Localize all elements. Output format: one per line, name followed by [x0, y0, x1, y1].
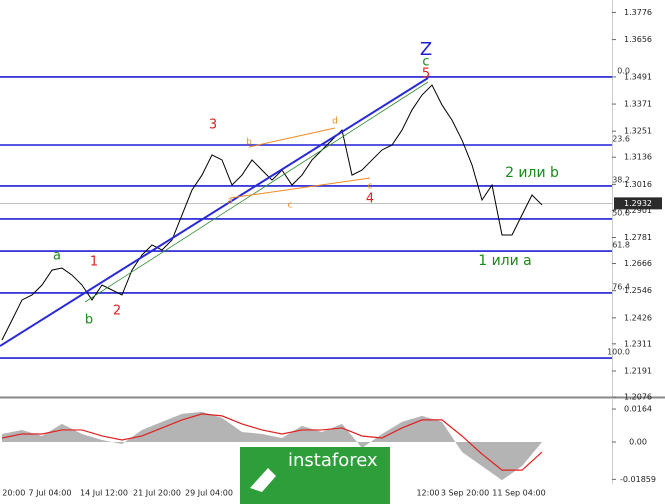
wave-label: c	[368, 182, 373, 192]
osc-histogram	[2, 411, 542, 481]
trend-line	[0, 77, 429, 347]
y-tick-label: 1.3016	[624, 180, 652, 189]
y-tick-label: 1.3136	[624, 153, 652, 162]
fib-label: 50.0	[612, 208, 630, 217]
wave-label: 2 или b	[505, 165, 559, 181]
y-tick-label: 1.2076	[624, 393, 652, 402]
fib-label: 61.8	[612, 241, 630, 250]
x-tick-label: n 20:00	[0, 489, 25, 498]
plot-area	[0, 76, 612, 359]
wave-label: 1 или a	[478, 253, 532, 269]
x-tick-label: 14 Jul 12:00	[80, 489, 128, 498]
osc-tick-label: -0.01859	[620, 475, 656, 484]
wave-label: b	[85, 313, 93, 328]
fib-label: 38.2	[612, 175, 630, 184]
x-tick-label: 21 Jul 20:00	[133, 489, 181, 498]
y-tick-label: 1.3656	[624, 35, 652, 44]
wave-label: c	[288, 201, 293, 211]
y-tick-label: 1.2311	[624, 339, 652, 348]
x-tick-label: 11 Sep 04:00	[492, 489, 545, 498]
wave-label: c	[422, 55, 429, 70]
osc-tick-label: 0.0164	[624, 405, 652, 414]
fib-label: 76.4	[612, 282, 630, 291]
current-price-label: 1.2932	[624, 199, 652, 208]
x-tick-label: 3 Sep 20:00	[441, 489, 489, 498]
current-price-box	[614, 197, 662, 210]
y-tick-label: 1.2546	[624, 286, 652, 295]
channel-line	[248, 127, 336, 148]
channel-line	[229, 177, 371, 199]
osc-signal	[1, 413, 543, 471]
wave-label: Z	[420, 39, 432, 60]
fib-label: 23.6	[612, 135, 630, 144]
watermark: instaforex	[240, 447, 390, 504]
y-tick-label: 1.2781	[624, 233, 652, 242]
watermark-text: instaforex	[288, 450, 378, 471]
x-tick-label: 12:00	[416, 489, 439, 498]
x-tick-label: 29 Jul 04:00	[185, 489, 233, 498]
watermark-logo	[250, 468, 276, 492]
wave-label: b	[246, 138, 252, 148]
wave-label: 3	[209, 118, 217, 133]
wave-label: a	[227, 197, 233, 207]
price-line	[1, 84, 543, 341]
y-tick-label: 1.3776	[624, 8, 652, 17]
y-tick-label: 1.2666	[624, 259, 652, 268]
wave-label: 2	[113, 304, 121, 319]
y-tick-label: 1.2901	[624, 206, 652, 215]
wave-label: a	[53, 249, 61, 264]
wave-label: 5	[422, 67, 430, 82]
y-tick-label: 1.3251	[624, 127, 652, 136]
y-tick-label: 1.2426	[624, 313, 652, 322]
wave-label: 4	[366, 192, 374, 207]
osc-tick-label: 0.00	[629, 438, 647, 447]
trend-line	[84, 81, 429, 303]
y-tick-label: 1.2191	[624, 366, 652, 375]
y-tick-label: 1.3491	[624, 72, 652, 81]
y-tick-label: 1.3371	[624, 100, 652, 109]
wave-label: d	[332, 117, 338, 127]
fib-label: 0.0	[617, 66, 630, 75]
fib-label: 100.0	[607, 348, 630, 357]
wave-label: 1	[90, 255, 98, 270]
x-tick-label: 7 Jul 04:00	[29, 489, 72, 498]
